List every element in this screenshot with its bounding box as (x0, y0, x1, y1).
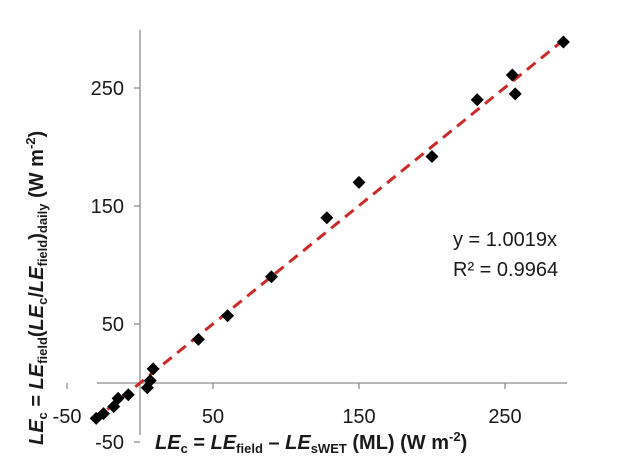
y-tick-label: 50 (102, 314, 124, 336)
y-ticks: -50 50 150 250 (91, 78, 140, 454)
data-point (470, 93, 484, 107)
data-point (111, 391, 125, 405)
r2-label: R² = 0.9964 (453, 259, 558, 281)
y-axis-label: LEc = LEfield(LEc/LEfield)daily (W m-2) (23, 131, 50, 445)
data-point (97, 407, 110, 421)
y-tick-label: -50 (95, 432, 124, 454)
data-point (143, 374, 157, 388)
data-point (121, 388, 135, 402)
x-tick-label: 250 (488, 406, 521, 428)
x-tick-label: -50 (53, 406, 82, 428)
data-point (191, 332, 205, 346)
data-point (508, 87, 522, 101)
x-tick-label: 150 (342, 406, 375, 428)
data-points (89, 35, 570, 425)
data-point (264, 270, 278, 284)
data-point (556, 35, 570, 49)
equation-label: y = 1.0019x (453, 229, 557, 251)
data-point (320, 211, 334, 225)
data-point (425, 149, 439, 163)
x-ticks: -50 50 150 250 (53, 383, 522, 428)
x-tick-label: 50 (202, 406, 224, 428)
data-point (352, 175, 366, 189)
x-axis-label: LEc = LEfield – LEsWET (ML) (W m-2) (155, 429, 467, 456)
y-tick-label: 250 (91, 78, 124, 100)
data-point (146, 362, 160, 376)
y-tick-label: 150 (91, 196, 124, 218)
trendline (92, 35, 569, 422)
data-point (221, 309, 235, 323)
data-point (505, 68, 519, 82)
